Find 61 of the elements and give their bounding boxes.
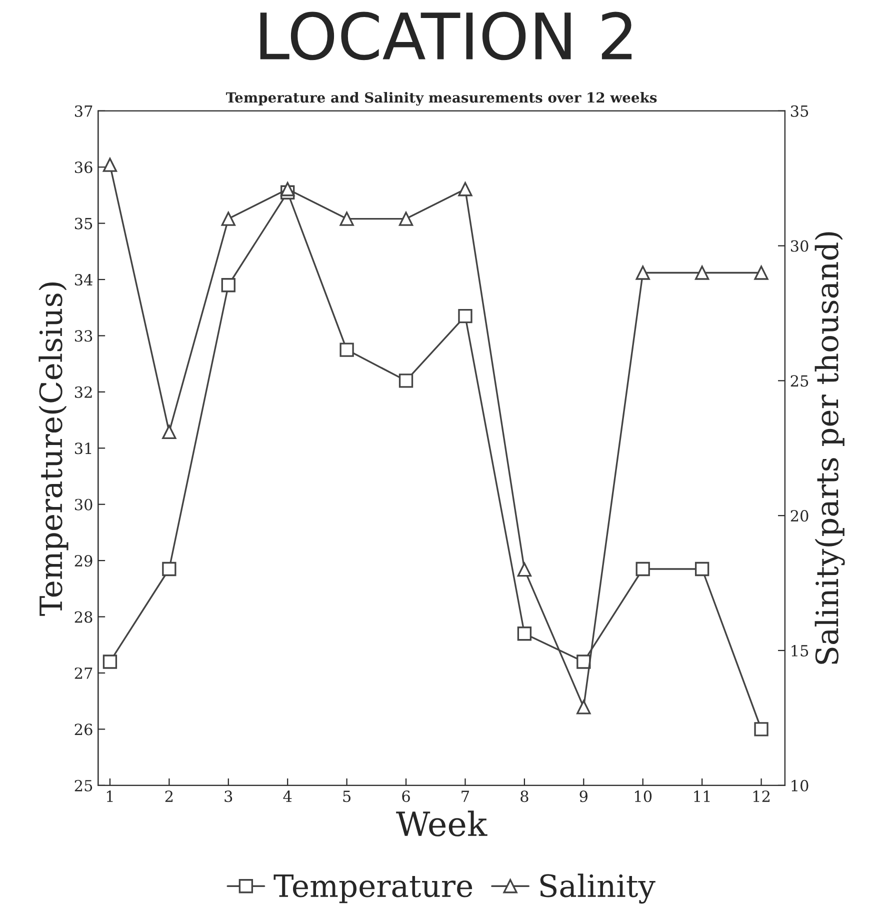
y-tick-label: 29 — [74, 555, 92, 567]
y-axis-title: Temperature(Celsius) — [38, 282, 68, 616]
x-tick-label: 3 — [224, 790, 232, 802]
point — [162, 562, 176, 576]
point — [754, 722, 768, 736]
y2-axis-title: Salinity(parts per thousand) — [814, 232, 845, 664]
point — [162, 424, 176, 440]
y2-tick-label: 15 — [792, 644, 808, 657]
point — [754, 266, 768, 280]
point — [517, 562, 532, 577]
point — [576, 700, 591, 714]
chart-title: LOCATION 2 — [260, 12, 632, 60]
point — [694, 562, 710, 576]
point — [102, 654, 118, 669]
y2-tick-label: 20 — [790, 510, 808, 522]
y-tick-label: 30 — [74, 498, 92, 510]
legend-label: Temperature — [274, 874, 472, 904]
point — [576, 654, 591, 669]
point — [221, 278, 236, 292]
y2-tick-label: 30 — [790, 240, 808, 252]
x-tick-label: 11 — [694, 790, 710, 802]
y-tick-label: 34 — [74, 274, 92, 286]
x-tick-label: 8 — [520, 790, 528, 802]
point — [398, 212, 414, 226]
x-tick-label: 2 — [165, 790, 173, 802]
x-tick-label: 4 — [283, 790, 292, 802]
x-tick-label: 12 — [753, 790, 770, 802]
x-tick-label: 9 — [580, 790, 588, 802]
x-axis-title: Week — [396, 810, 488, 836]
y-tick-label: 26 — [74, 724, 92, 736]
y-tick-label: 35 — [74, 218, 92, 230]
y-tick-label: 25 — [74, 780, 92, 792]
x-tick-label: 10 — [635, 790, 652, 802]
x-tick-label: 1 — [106, 790, 113, 802]
point — [458, 308, 472, 324]
y-tick-label: 36 — [74, 162, 92, 174]
y-tick-label: 32 — [74, 386, 92, 398]
y-tick-label: 27 — [74, 667, 92, 679]
x-tick-label: 6 — [402, 790, 410, 802]
y-tick-label: 37 — [74, 105, 92, 117]
point — [517, 626, 532, 641]
y-tick-label: 31 — [74, 442, 92, 454]
y2-tick-label: 25 — [790, 375, 808, 387]
point — [340, 342, 354, 357]
point — [221, 212, 236, 226]
point — [636, 562, 650, 576]
point — [340, 212, 354, 226]
chart-subtitle: Temperature and Salinity measurements over 12 weeks — [226, 92, 657, 106]
point — [694, 266, 710, 280]
y2-tick-label: 35 — [790, 105, 808, 117]
point — [102, 158, 118, 172]
legend-label: Salinity — [540, 874, 656, 904]
point — [636, 266, 650, 280]
point — [398, 374, 414, 388]
x-tick-label: 5 — [343, 790, 350, 802]
point — [458, 182, 472, 196]
y-tick-label: 28 — [74, 611, 92, 623]
y2-tick-label: 10 — [792, 780, 808, 792]
y-tick-label: 33 — [74, 330, 92, 342]
x-tick-label: 7 — [462, 790, 469, 802]
point — [280, 182, 295, 196]
